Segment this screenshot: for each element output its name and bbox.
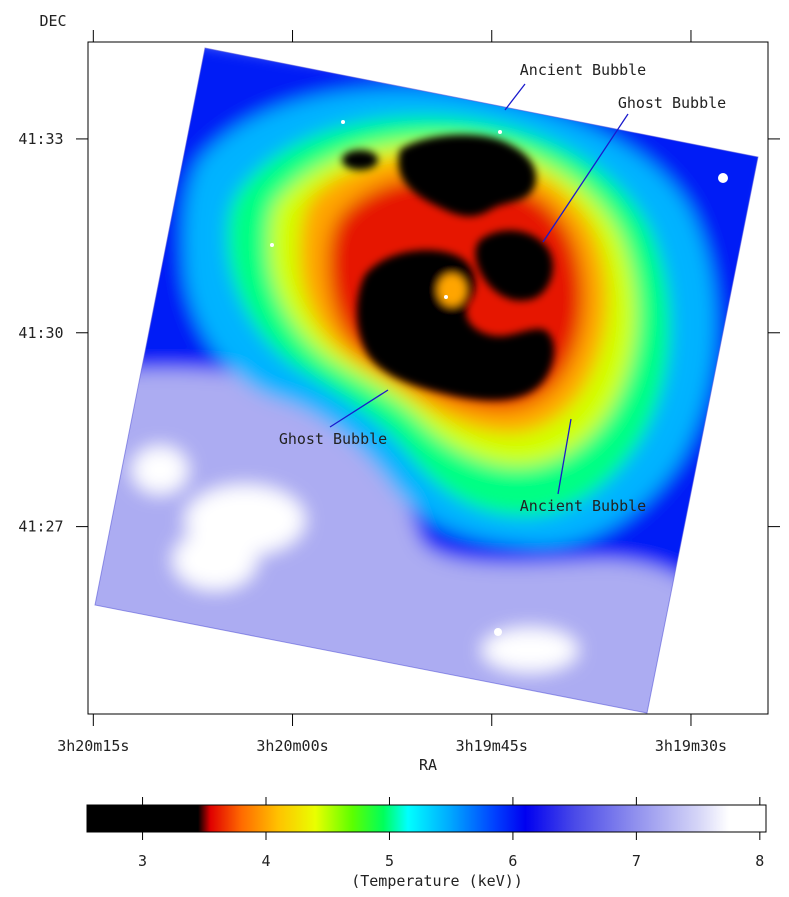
colorbar-label: (Temperature (keV)) xyxy=(351,872,523,890)
point-source xyxy=(270,243,274,247)
annotation-label: Ancient Bubble xyxy=(520,61,646,79)
colorbar-tick-label: 4 xyxy=(261,852,270,870)
colorbar xyxy=(86,804,767,833)
colorbar-tick-label: 5 xyxy=(385,852,394,870)
region-core xyxy=(475,230,553,301)
point-source xyxy=(341,120,345,124)
region-core xyxy=(342,150,378,170)
point-source xyxy=(718,173,728,183)
map-outline xyxy=(94,47,759,714)
plot-frame xyxy=(87,41,769,715)
point-source xyxy=(444,295,448,299)
annotation-label: Ghost Bubble xyxy=(618,94,726,112)
annotation-leader-line xyxy=(542,113,629,243)
region-core xyxy=(398,134,536,217)
annotation-leader-line xyxy=(557,418,572,495)
y-tick-label: 41:27 xyxy=(18,518,63,536)
point-source xyxy=(494,628,502,636)
x-tick-label: 3h20m15s xyxy=(57,737,129,755)
colorbar-tick-label: 6 xyxy=(508,852,517,870)
temperature-map xyxy=(95,48,758,713)
annotation-leader-line xyxy=(504,83,526,111)
region-core xyxy=(356,250,555,401)
x-axis-label: RA xyxy=(419,756,437,774)
region-hot-spot xyxy=(132,446,188,494)
y-axis-label: DEC xyxy=(39,12,66,30)
y-tick-label: 41:33 xyxy=(18,130,63,148)
colorbar-tick-label: 8 xyxy=(755,852,764,870)
annotation-label: Ancient Bubble xyxy=(520,497,646,515)
annotation-leader-line xyxy=(329,389,389,428)
annotations: Ancient Bubble Ghost Bubble Ghost Bubble An… xyxy=(279,61,726,515)
x-tick-label: 3h19m30s xyxy=(655,737,727,755)
x-tick-label: 3h20m00s xyxy=(256,737,328,755)
colorbar-tick-label: 7 xyxy=(632,852,641,870)
annotation-label: Ghost Bubble xyxy=(279,430,387,448)
region-core-hole xyxy=(438,274,466,306)
point-source xyxy=(498,130,502,134)
region-hot-spot xyxy=(482,628,578,672)
y-tick-label: 41:30 xyxy=(18,324,63,342)
region-hot-spot xyxy=(173,530,257,590)
colorbar-tick-label: 3 xyxy=(138,852,147,870)
x-tick-label: 3h19m45s xyxy=(456,737,528,755)
